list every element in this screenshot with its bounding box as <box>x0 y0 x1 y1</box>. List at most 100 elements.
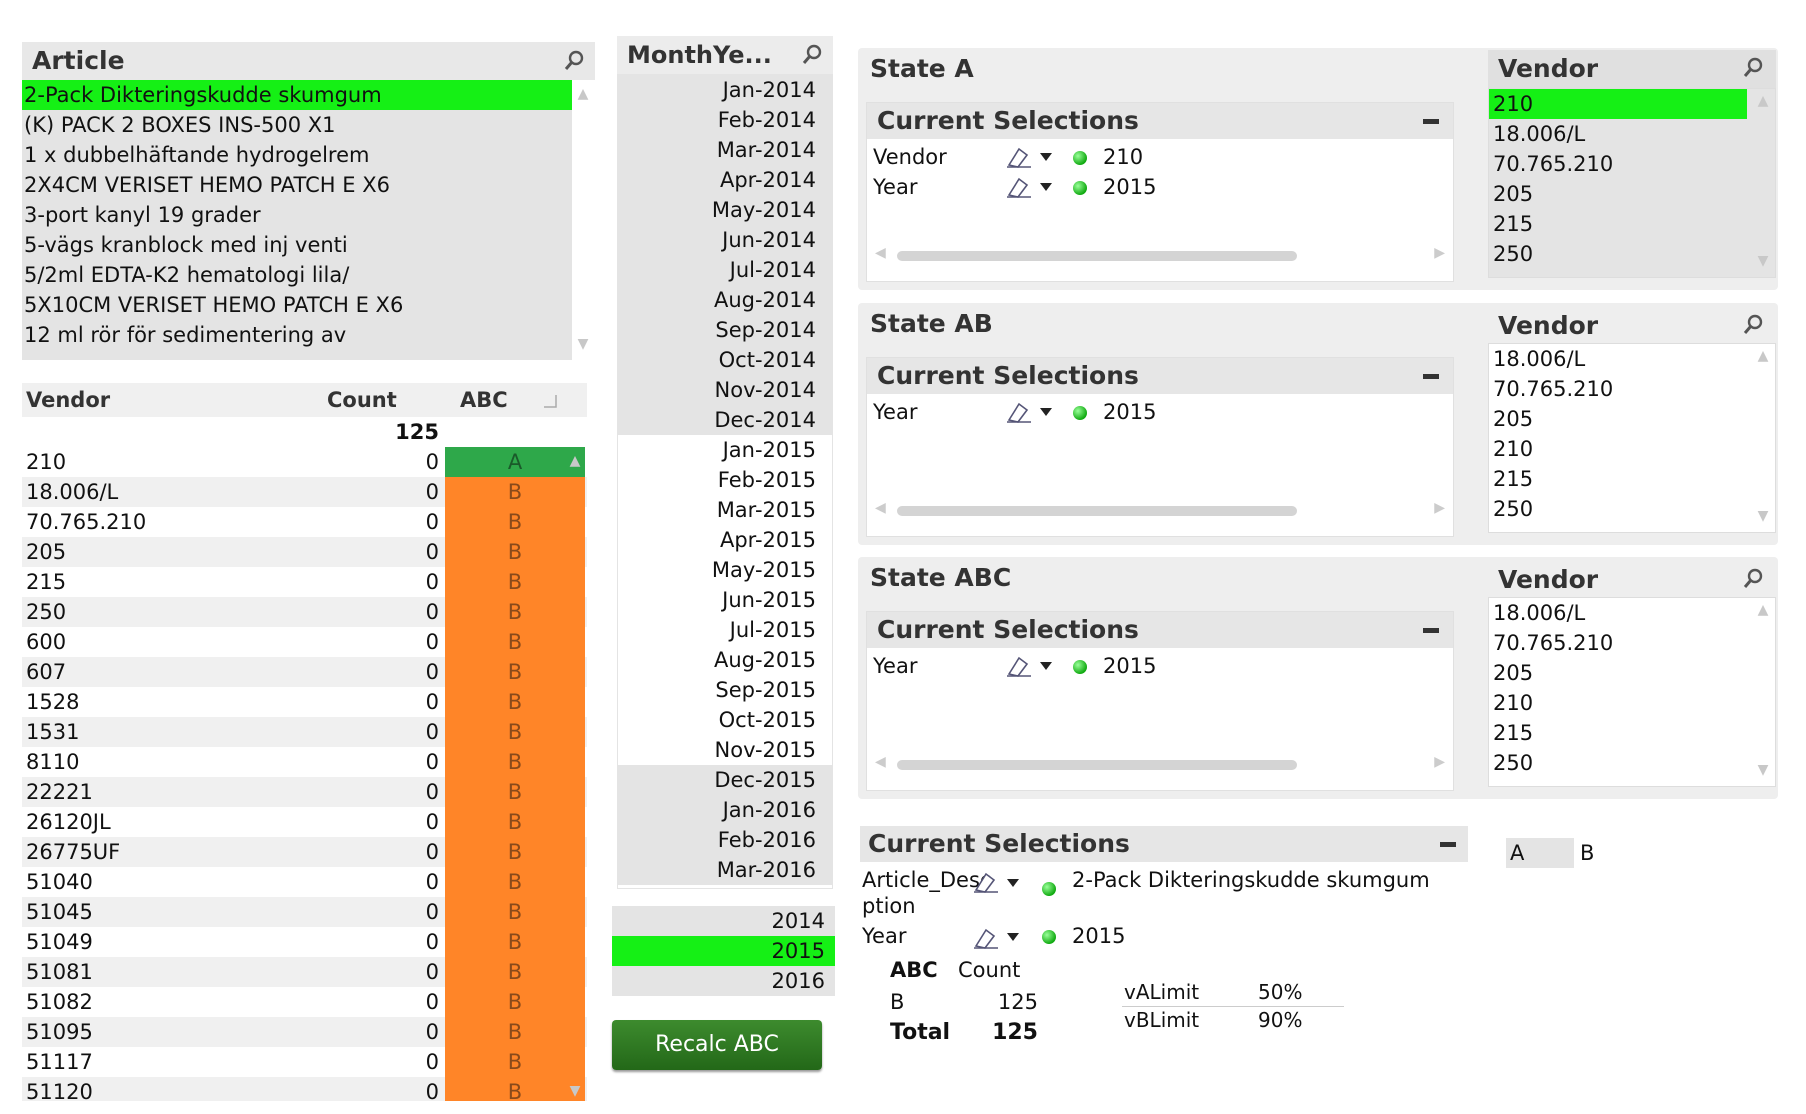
scroll-down-icon[interactable]: ▼ <box>1757 762 1769 778</box>
scroll-down-icon[interactable]: ▼ <box>1757 508 1769 524</box>
scroll-right-icon[interactable]: ▶ <box>1434 754 1445 770</box>
monthyear-list-item[interactable]: Feb-2014 <box>618 105 832 135</box>
search-icon[interactable] <box>563 49 585 71</box>
eraser-icon[interactable] <box>972 870 1000 894</box>
current-selections-header[interactable]: Current Selections <box>867 612 1453 648</box>
search-icon[interactable] <box>1742 56 1764 78</box>
vendor-list-item[interactable]: 250 <box>1489 494 1747 524</box>
table-row[interactable]: 210 0 A <box>22 447 587 477</box>
vendor-list-item[interactable]: 210 <box>1489 89 1747 119</box>
scroll-left-icon[interactable]: ◀ <box>875 245 886 261</box>
eraser-icon[interactable] <box>1005 400 1033 424</box>
vendor-list-item[interactable]: 18.006/L <box>1489 119 1747 149</box>
eraser-icon[interactable] <box>1005 654 1033 678</box>
scroll-left-icon[interactable]: ◀ <box>875 754 886 770</box>
table-row[interactable]: 51120 0 B <box>22 1077 587 1101</box>
monthyear-list-item[interactable]: Oct-2014 <box>618 345 832 375</box>
vendor-list-item[interactable]: 250 <box>1489 239 1747 269</box>
eraser-icon[interactable] <box>1005 145 1033 169</box>
monthyear-list-item[interactable]: Sep-2014 <box>618 315 832 345</box>
article-list-item[interactable]: (K) PACK 2 BOXES INS-500 X1 <box>24 113 336 137</box>
header-count[interactable]: Count <box>327 388 397 412</box>
dropdown-arrow-icon[interactable] <box>1039 152 1053 162</box>
abc-item-b[interactable]: B <box>1576 838 1634 868</box>
monthyear-list-item[interactable]: Oct-2015 <box>618 705 832 735</box>
monthyear-list-item[interactable]: Apr-2014 <box>618 165 832 195</box>
scroll-right-icon[interactable]: ▶ <box>1434 245 1445 261</box>
monthyear-list-item[interactable]: Jan-2015 <box>618 435 832 465</box>
year-list-item[interactable]: 2016 <box>612 966 835 996</box>
monthyear-list-item[interactable]: Nov-2015 <box>618 735 832 765</box>
table-row[interactable]: 51049 0 B <box>22 927 587 957</box>
vendor-list-item[interactable]: 205 <box>1489 658 1747 688</box>
article-list-item[interactable]: 2-Pack Dikteringskudde skumgum <box>22 80 572 110</box>
vendor-list-item[interactable]: 70.765.210 <box>1489 149 1747 179</box>
monthyear-list-item[interactable]: May-2014 <box>618 195 832 225</box>
vendor-list-item[interactable]: 215 <box>1489 209 1747 239</box>
vendor-list-item[interactable]: 70.765.210 <box>1489 628 1747 658</box>
table-row[interactable]: 18.006/L 0 B <box>22 477 587 507</box>
monthyear-list-item[interactable]: Jul-2014 <box>618 255 832 285</box>
monthyear-list-item[interactable]: Feb-2015 <box>618 465 832 495</box>
article-list-item[interactable]: 5X10CM VERISET HEMO PATCH E X6 <box>24 293 404 317</box>
table-row[interactable]: 8110 0 B <box>22 747 587 777</box>
scroll-up-icon[interactable]: ▲ <box>1757 93 1769 109</box>
table-row[interactable]: 26120JL 0 B <box>22 807 587 837</box>
minimize-icon[interactable] <box>1423 119 1439 124</box>
dropdown-arrow-icon[interactable] <box>1039 182 1053 192</box>
table-row[interactable]: 51082 0 B <box>22 987 587 1017</box>
search-icon[interactable] <box>801 43 823 65</box>
sort-icon[interactable] <box>542 393 558 409</box>
search-icon[interactable] <box>1742 313 1764 335</box>
dropdown-arrow-icon[interactable] <box>1039 661 1053 671</box>
vendor-caption[interactable]: Vendor <box>1488 50 1776 88</box>
vendor-list-item[interactable]: 210 <box>1489 434 1747 464</box>
dropdown-arrow-icon[interactable] <box>1006 932 1020 942</box>
scroll-up-icon[interactable]: ▲ <box>1757 348 1769 364</box>
eraser-icon[interactable] <box>972 926 1000 950</box>
monthyear-list-item[interactable]: Aug-2014 <box>618 285 832 315</box>
monthyear-list-item[interactable]: Apr-2015 <box>618 525 832 555</box>
current-selections-header[interactable]: Current Selections <box>867 103 1453 139</box>
monthyear-list-item[interactable]: Dec-2014 <box>618 405 832 435</box>
vendor-list-item[interactable]: 215 <box>1489 464 1747 494</box>
table-row[interactable]: 22221 0 B <box>22 777 587 807</box>
horizontal-scrollbar[interactable] <box>897 506 1297 516</box>
recalc-abc-button[interactable]: Recalc ABC <box>612 1020 822 1070</box>
table-row[interactable]: 26775UF 0 B <box>22 837 587 867</box>
table-row[interactable]: 1531 0 B <box>22 717 587 747</box>
minimize-icon[interactable] <box>1440 842 1456 847</box>
vendor-caption[interactable]: Vendor <box>1488 307 1776 345</box>
vendor-list-item[interactable]: 205 <box>1489 179 1747 209</box>
vendor-list-item[interactable]: 205 <box>1489 404 1747 434</box>
vendor-list-item[interactable]: 210 <box>1489 688 1747 718</box>
article-list-item[interactable]: 12 ml rör för sedimentering av <box>24 323 347 347</box>
monthyear-list-item[interactable]: May-2015 <box>618 555 832 585</box>
dropdown-arrow-icon[interactable] <box>1039 407 1053 417</box>
article-list-item[interactable]: 1 x dubbelhäftande hydrogelrem <box>24 143 370 167</box>
monthyear-list-item[interactable]: Jul-2015 <box>618 615 832 645</box>
table-row[interactable]: 205 0 B <box>22 537 587 567</box>
monthyear-list-item[interactable]: Nov-2014 <box>618 375 832 405</box>
monthyear-list-item[interactable]: Aug-2015 <box>618 645 832 675</box>
monthyear-list-item[interactable]: Jan-2014 <box>618 75 832 105</box>
horizontal-scrollbar[interactable] <box>897 760 1297 770</box>
monthyear-list-item[interactable]: Feb-2016 <box>618 825 832 855</box>
summary-header-abc[interactable]: ABC <box>890 958 938 982</box>
scroll-right-icon[interactable]: ▶ <box>1434 500 1445 516</box>
scroll-up-icon[interactable]: ▲ <box>569 453 581 469</box>
scroll-down-icon[interactable]: ▼ <box>577 336 589 352</box>
monthyear-caption[interactable]: MonthYe... <box>617 36 833 74</box>
scroll-down-icon[interactable]: ▼ <box>1757 253 1769 269</box>
monthyear-list-item[interactable]: Mar-2014 <box>618 135 832 165</box>
article-list-item[interactable]: 5/2ml EDTA-K2 hematologi lila/ <box>24 263 350 287</box>
summary-header-count[interactable]: Count <box>958 958 1021 982</box>
monthyear-list-item[interactable]: Dec-2015 <box>618 765 832 795</box>
table-row[interactable]: 51081 0 B <box>22 957 587 987</box>
vendor-list-item[interactable]: 215 <box>1489 718 1747 748</box>
table-row[interactable]: 70.765.210 0 B <box>22 507 587 537</box>
table-row[interactable]: 215 0 B <box>22 567 587 597</box>
vendor-list-item[interactable]: 18.006/L <box>1489 598 1747 628</box>
current-selections-header[interactable]: Current Selections <box>867 358 1453 394</box>
table-row[interactable]: 1528 0 B <box>22 687 587 717</box>
